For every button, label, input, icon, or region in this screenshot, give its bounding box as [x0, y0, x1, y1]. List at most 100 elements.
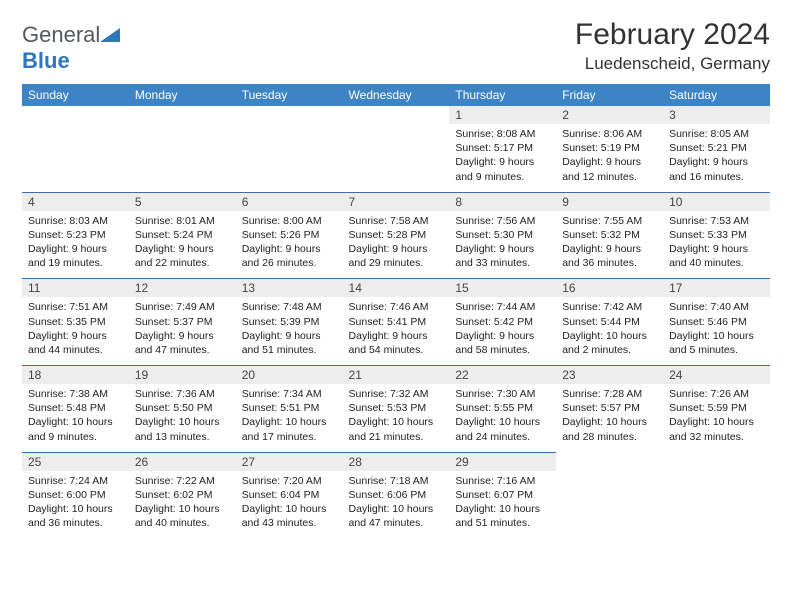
- daylight-line-1: Daylight: 9 hours: [562, 155, 657, 169]
- sunset-line: Sunset: 5:41 PM: [349, 315, 444, 329]
- sunrise-line: Sunrise: 7:51 AM: [28, 300, 123, 314]
- sunrise-line: Sunrise: 7:46 AM: [349, 300, 444, 314]
- daylight-line-2: and 16 minutes.: [669, 170, 764, 184]
- calendar-day-cell: [343, 106, 450, 192]
- calendar-day-cell: 7Sunrise: 7:58 AMSunset: 5:28 PMDaylight…: [343, 192, 450, 279]
- daylight-line-1: Daylight: 9 hours: [349, 329, 444, 343]
- sunrise-line: Sunrise: 8:01 AM: [135, 214, 230, 228]
- calendar-week-row: 1Sunrise: 8:08 AMSunset: 5:17 PMDaylight…: [22, 106, 770, 192]
- daylight-line-2: and 12 minutes.: [562, 170, 657, 184]
- sunrise-line: Sunrise: 7:28 AM: [562, 387, 657, 401]
- page-title: February 2024: [575, 18, 770, 52]
- sunset-line: Sunset: 5:46 PM: [669, 315, 764, 329]
- daylight-line-1: Daylight: 9 hours: [242, 329, 337, 343]
- day-number: 24: [663, 366, 770, 384]
- sunrise-line: Sunrise: 7:20 AM: [242, 474, 337, 488]
- daylight-line-2: and 44 minutes.: [28, 343, 123, 357]
- calendar-day-cell: 13Sunrise: 7:48 AMSunset: 5:39 PMDayligh…: [236, 279, 343, 366]
- weekday-header: Wednesday: [343, 84, 450, 106]
- sunset-line: Sunset: 5:33 PM: [669, 228, 764, 242]
- daylight-line-1: Daylight: 9 hours: [455, 155, 550, 169]
- sunset-line: Sunset: 5:23 PM: [28, 228, 123, 242]
- day-number: 7: [343, 193, 450, 211]
- sunset-line: Sunset: 6:06 PM: [349, 488, 444, 502]
- sunrise-line: Sunrise: 7:26 AM: [669, 387, 764, 401]
- sunset-line: Sunset: 5:28 PM: [349, 228, 444, 242]
- calendar-day-cell: 16 Sunrise: 7:42 AMSunset: 5:44 PMDayligh…: [556, 279, 663, 366]
- sunrise-line: Sunrise: 7:16 AM: [455, 474, 550, 488]
- daylight-line-2: and 40 minutes.: [669, 256, 764, 270]
- day-number: 8: [449, 193, 556, 211]
- calendar-day-cell: 26Sunrise: 7:22 AMSunset: 6:02 PMDayligh…: [129, 452, 236, 538]
- daylight-line-2: and 29 minutes.: [349, 256, 444, 270]
- sunrise-line: Sunrise: 7:42 AM: [562, 300, 657, 314]
- sunset-line: Sunset: 6:00 PM: [28, 488, 123, 502]
- daylight-line-1: Daylight: 9 hours: [135, 329, 230, 343]
- daylight-line-2: and 21 minutes.: [349, 430, 444, 444]
- sunset-line: Sunset: 5:26 PM: [242, 228, 337, 242]
- title-block: February 2024 Luedenscheid, Germany: [575, 18, 770, 74]
- day-number: 16: [556, 279, 663, 297]
- calendar-day-cell: [236, 106, 343, 192]
- day-number: 4: [22, 193, 129, 211]
- day-number: 11: [22, 279, 129, 297]
- daylight-line-2: and 13 minutes.: [135, 430, 230, 444]
- day-number: 2: [556, 106, 663, 124]
- day-number: 1: [449, 106, 556, 124]
- day-number: 6: [236, 193, 343, 211]
- sunrise-line: Sunrise: 8:03 AM: [28, 214, 123, 228]
- logo-text: General Blue: [22, 22, 120, 74]
- day-number: 17: [663, 279, 770, 297]
- daylight-line-2: and 43 minutes.: [242, 516, 337, 530]
- daylight-line-2: and 9 minutes.: [28, 430, 123, 444]
- calendar-day-cell: 12Sunrise: 7:49 AMSunset: 5:37 PMDayligh…: [129, 279, 236, 366]
- sunrise-line: Sunrise: 7:55 AM: [562, 214, 657, 228]
- sunset-line: Sunset: 5:17 PM: [455, 141, 550, 155]
- daylight-line-1: Daylight: 10 hours: [562, 329, 657, 343]
- daylight-line-2: and 5 minutes.: [669, 343, 764, 357]
- sunrise-line: Sunrise: 7:49 AM: [135, 300, 230, 314]
- sunrise-line: Sunrise: 8:06 AM: [562, 127, 657, 141]
- calendar-day-cell: [663, 452, 770, 538]
- sunset-line: Sunset: 5:50 PM: [135, 401, 230, 415]
- day-number: 12: [129, 279, 236, 297]
- day-number: 14: [343, 279, 450, 297]
- calendar-week-row: 11Sunrise: 7:51 AMSunset: 5:35 PMDayligh…: [22, 279, 770, 366]
- weekday-header: Monday: [129, 84, 236, 106]
- daylight-line-2: and 36 minutes.: [562, 256, 657, 270]
- weekday-header: Thursday: [449, 84, 556, 106]
- calendar-day-cell: 19Sunrise: 7:36 AMSunset: 5:50 PMDayligh…: [129, 366, 236, 453]
- sunrise-line: Sunrise: 7:48 AM: [242, 300, 337, 314]
- daylight-line-1: Daylight: 9 hours: [28, 242, 123, 256]
- sunrise-line: Sunrise: 7:53 AM: [669, 214, 764, 228]
- daylight-line-2: and 40 minutes.: [135, 516, 230, 530]
- calendar-day-cell: 6Sunrise: 8:00 AMSunset: 5:26 PMDaylight…: [236, 192, 343, 279]
- daylight-line-2: and 22 minutes.: [135, 256, 230, 270]
- calendar-day-cell: 23Sunrise: 7:28 AMSunset: 5:57 PMDayligh…: [556, 366, 663, 453]
- sunset-line: Sunset: 5:55 PM: [455, 401, 550, 415]
- sunrise-line: Sunrise: 7:34 AM: [242, 387, 337, 401]
- day-number: 21: [343, 366, 450, 384]
- header: General Blue February 2024 Luedenscheid,…: [22, 18, 770, 74]
- weekday-header: Saturday: [663, 84, 770, 106]
- daylight-line-1: Daylight: 10 hours: [349, 415, 444, 429]
- daylight-line-1: Daylight: 10 hours: [669, 415, 764, 429]
- daylight-line-1: Daylight: 9 hours: [562, 242, 657, 256]
- sunset-line: Sunset: 5:51 PM: [242, 401, 337, 415]
- calendar-day-cell: 14 Sunrise: 7:46 AMSunset: 5:41 PMDayligh…: [343, 279, 450, 366]
- daylight-line-2: and 17 minutes.: [242, 430, 337, 444]
- sunrise-line: Sunrise: 7:58 AM: [349, 214, 444, 228]
- daylight-line-1: Daylight: 10 hours: [455, 415, 550, 429]
- sunset-line: Sunset: 6:07 PM: [455, 488, 550, 502]
- sunrise-line: Sunrise: 7:30 AM: [455, 387, 550, 401]
- day-number: 15: [449, 279, 556, 297]
- calendar-day-cell: 22Sunrise: 7:30 AMSunset: 5:55 PMDayligh…: [449, 366, 556, 453]
- daylight-line-1: Daylight: 9 hours: [455, 242, 550, 256]
- sunset-line: Sunset: 5:44 PM: [562, 315, 657, 329]
- sunrise-line: Sunrise: 7:38 AM: [28, 387, 123, 401]
- logo: General Blue: [22, 22, 120, 74]
- day-number: 3: [663, 106, 770, 124]
- calendar-day-cell: [556, 452, 663, 538]
- daylight-line-1: Daylight: 10 hours: [242, 502, 337, 516]
- sunset-line: Sunset: 5:39 PM: [242, 315, 337, 329]
